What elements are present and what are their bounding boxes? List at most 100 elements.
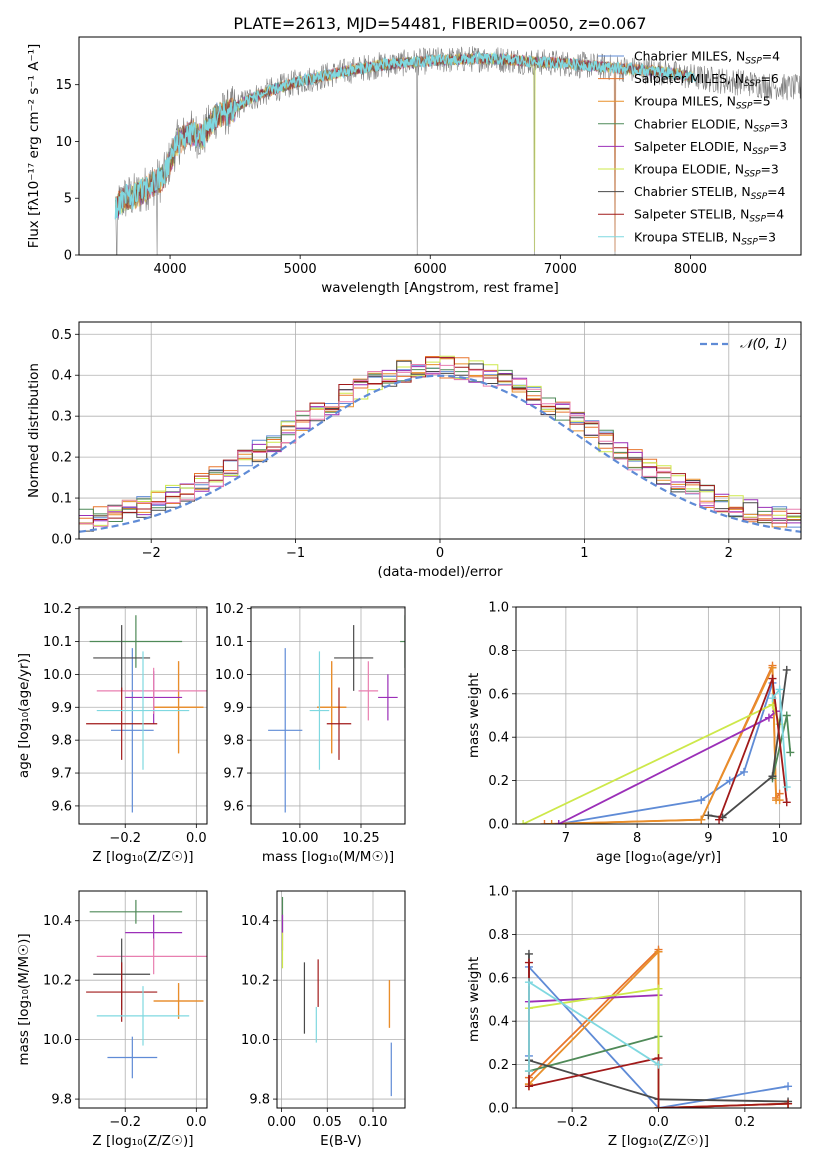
legend-entry: Salpeter ELODIE, NSSP=3 [634,139,787,157]
x-axis-label: Z [log₁₀(Z/Z☉)] [92,1133,193,1149]
mass-vs-Z-plot-area [79,891,207,1108]
weight-marker [540,820,549,824]
y-tick-label: 10.2 [43,974,72,989]
weight-marker [654,984,663,993]
y-tick-label: 0.6 [488,971,509,986]
residuals-plot-area [79,322,801,539]
weight-marker [554,820,563,824]
y-tick-label: 1.0 [488,885,509,900]
x-tick-label: 0.10 [359,1115,388,1130]
weight-line-5 [522,703,781,824]
y-tick-label: 0.2 [51,451,72,466]
weight-marker [768,674,777,683]
x-tick-label: −1 [286,546,305,561]
x-tick-label: 0 [436,546,444,561]
residual-histogram-5 [79,355,801,526]
x-tick-label: −0.2 [556,1115,588,1130]
weight-vs-age-panel: 7 8 9 10 0.0 0.2 0.4 0.6 0.8 1.0 age [log₁₀(age/yr… [466,601,802,865]
weight-marker [786,748,795,757]
x-axis-label: Z [log₁₀(Z/Z☉)] [92,849,193,865]
x-tick-label: 1 [580,546,588,561]
weight-marker [654,1104,663,1108]
weight-marker [654,947,663,956]
weight-marker [775,685,784,694]
spectrum-panel: 4000 5000 6000 7000 8000 0 5 10 15 wavelength [An… [26,36,802,296]
normal-curve [79,374,801,533]
x-tick-label: 6000 [414,262,447,277]
legend-entry: Kroupa MILES, NSSP=5 [634,94,771,112]
axes-frame [78,36,802,256]
y-tick-label: 0.6 [488,687,509,702]
x-tick-label: 8000 [674,262,707,277]
weight-line-2 [551,667,780,824]
y-tick-label: 10.1 [215,635,244,650]
weight-marker [764,713,773,722]
y-tick-label: 0.4 [51,369,72,384]
spectrum-legend: Chabrier MILES, NSSP=4 Salpeter MILES, NS… [598,49,788,247]
weight-marker [524,1067,533,1076]
weight-marker [697,815,706,824]
weight-marker [524,1082,533,1091]
weight-marker [775,796,784,805]
weight-marker [782,798,791,807]
weight-marker [715,815,724,824]
y-tick-label: 0.0 [488,1102,509,1117]
mass-vs-EBV-plot-area [277,891,405,1108]
weight-marker [704,811,713,820]
y-tick-label: 0 [64,249,72,264]
weight-vs-Z-panel: −0.2 0.0 0.2 0.0 0.2 0.4 0.6 0.8 1.0 Z [log₁₀(Z/Z… [466,885,802,1149]
weight-marker [782,711,791,720]
age-vs-Z-panel: −0.2 0.0 9.6 9.7 9.8 9.9 10.0 10.1 10.2 Z [log₁₀(… [16,602,208,865]
y-tick-label: 9.9 [223,701,244,716]
axes-frame [515,890,802,1109]
residual-histogram-8 [79,364,801,527]
x-tick-label: 9 [704,831,712,846]
model-spectrum-5 [114,52,694,252]
residual-histogram-7 [79,357,801,524]
y-tick-label: 10.0 [215,668,244,683]
weight-line-5 [528,987,660,1108]
x-tick-label: 0.2 [735,1115,756,1130]
y-tick-label: 1.0 [488,601,509,616]
age-vs-mass-plot-area [251,607,405,824]
y-tick-label: 10.4 [241,914,270,929]
weight-vs-Z-plot-area [516,891,801,1108]
x-axis-label: E(B-V) [320,1133,362,1149]
weight-vs-age-plot-area [516,607,801,824]
y-tick-label: 9.7 [223,767,244,782]
weight-marker [654,1060,663,1069]
x-tick-label: 10 [771,831,788,846]
y-tick-label: 10.2 [215,602,244,617]
y-tick-label: 9.8 [223,734,244,749]
x-tick-label: 7 [562,831,570,846]
y-tick-label: 0.2 [488,774,509,789]
x-tick-label: 8 [633,831,641,846]
y-axis-label: age [log₁₀(age/yr)] [16,653,32,778]
weight-line-6 [708,669,788,819]
weight-marker [782,783,791,792]
mass-vs-EBV-panel: 0.00 0.05 0.10 9.8 10.0 10.2 10.4 E(B-V) [241,890,406,1149]
x-axis-label: (data-model)/error [377,564,503,580]
y-tick-label: 0.1 [51,492,72,507]
y-tick-label: 9.8 [51,1093,72,1108]
axes-frame [250,606,406,825]
x-tick-label: −0.2 [109,831,141,846]
y-tick-label: 0.0 [488,818,509,833]
y-tick-label: 9.6 [223,799,244,814]
legend-entry: Chabrier ELODIE, NSSP=3 [634,116,788,134]
legend-entry: Salpeter STELIB, NSSP=4 [634,207,784,225]
axes-frame [276,890,406,1109]
age-vs-Z-plot-area [79,607,207,824]
axes-frame [78,890,208,1109]
y-tick-label: 15 [55,78,72,93]
x-tick-label: 5000 [284,262,317,277]
axes-frame [515,606,802,825]
weight-marker [547,820,556,824]
axes-frame [78,606,208,825]
y-tick-label: 9.6 [51,799,72,814]
y-tick-label: 10.2 [43,602,72,617]
x-tick-label: 0.0 [186,831,207,846]
weight-marker [519,820,528,824]
y-tick-label: 0.8 [488,928,509,943]
weight-marker [524,949,533,958]
